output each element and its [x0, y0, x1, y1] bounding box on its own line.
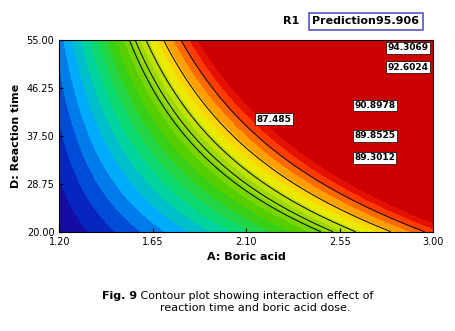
Text: 92.6024: 92.6024 — [387, 63, 428, 71]
Y-axis label: D: Reaction time: D: Reaction time — [11, 84, 21, 188]
Text: 90.8978: 90.8978 — [354, 101, 394, 110]
X-axis label: A: Boric acid: A: Boric acid — [207, 252, 285, 262]
Text: 89.3012: 89.3012 — [354, 153, 394, 162]
Text: 89.8525: 89.8525 — [354, 131, 394, 140]
Text: 94.3069: 94.3069 — [387, 43, 428, 52]
Text: Contour plot showing interaction effect of
reaction time and boric acid dose.: Contour plot showing interaction effect … — [136, 291, 372, 313]
Text: Prediction95.906: Prediction95.906 — [312, 16, 419, 26]
Text: 87.485: 87.485 — [256, 115, 291, 124]
Text: Fig. 9: Fig. 9 — [101, 291, 136, 301]
Text: R1: R1 — [283, 16, 298, 26]
